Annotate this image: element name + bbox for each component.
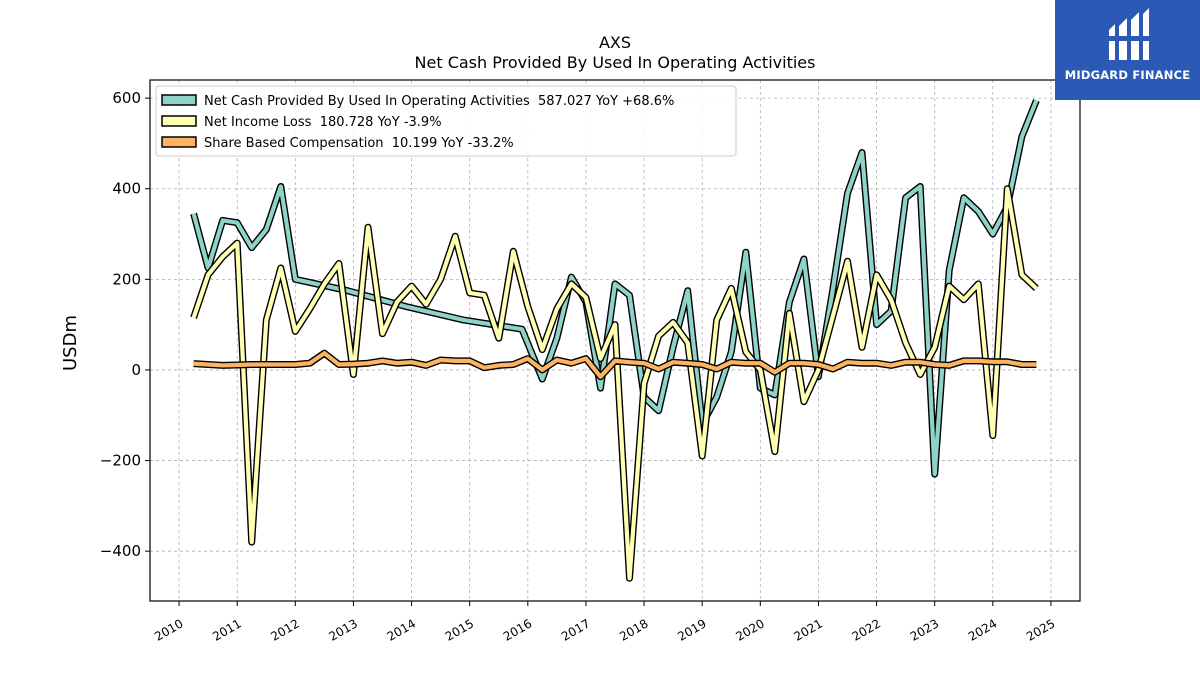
legend: Net Cash Provided By Used In Operating A… — [155, 85, 737, 157]
y-tick-label: 600 — [112, 89, 141, 107]
series-1 — [190, 185, 1039, 582]
y-tick-label: −200 — [100, 452, 141, 470]
series-2 — [193, 349, 1037, 381]
y-tick-label: 0 — [131, 361, 141, 379]
logo-text: MIDGARD FINANCE — [1064, 68, 1191, 82]
x-tick-label: 2012 — [268, 616, 301, 643]
x-tick-label: 2020 — [733, 616, 766, 643]
chart-title: AXS — [599, 33, 631, 52]
x-tick-label: 2019 — [675, 616, 708, 643]
x-tick-label: 2024 — [966, 616, 999, 643]
x-tick-label: 2022 — [850, 616, 883, 643]
series-lines — [190, 99, 1040, 582]
legend-label: Share Based Compensation 10.199 YoY -33.… — [204, 136, 514, 151]
x-tick-label: 2013 — [327, 616, 360, 643]
x-tick-label: 2010 — [152, 616, 185, 643]
x-tick-label: 2023 — [908, 616, 941, 643]
y-ticks: 600 400 200 0 −200 −400 — [100, 89, 150, 560]
y-tick-label: 400 — [112, 180, 141, 198]
chart-subtitle: Net Cash Provided By Used In Operating A… — [415, 53, 816, 72]
x-tick-label: 2021 — [792, 616, 825, 643]
legend-swatch — [161, 136, 197, 148]
x-tick-label: 2018 — [617, 616, 650, 643]
y-axis-label: USDm — [60, 315, 81, 371]
legend-swatch — [161, 115, 197, 127]
midgard-finance-logo: MIDGARD FINANCE — [1055, 0, 1200, 100]
x-tick-label: 2017 — [559, 616, 592, 643]
logo-mark-icon — [1109, 8, 1149, 60]
y-tick-label: −400 — [100, 542, 141, 560]
axes-frame — [149, 79, 1081, 602]
x-tick-label: 2025 — [1024, 616, 1057, 643]
series-line — [193, 351, 1037, 379]
y-tick-label: 200 — [112, 270, 141, 288]
legend-label: Net Cash Provided By Used In Operating A… — [204, 94, 674, 109]
x-ticks: 2010 2011 2012 2013 2014 2015 2016 2017 2018 2019… — [152, 601, 1058, 644]
legend-label: Net Income Loss 180.728 YoY -3.9% — [204, 115, 442, 130]
x-tick-label: 2014 — [385, 616, 418, 643]
series-line-outline — [190, 185, 1039, 582]
x-tick-label: 2016 — [501, 616, 534, 643]
legend-swatch — [161, 94, 197, 106]
x-tick-label: 2015 — [443, 616, 476, 643]
x-tick-label: 2011 — [210, 616, 243, 643]
legend-box — [155, 85, 737, 157]
series-line — [191, 186, 1038, 581]
